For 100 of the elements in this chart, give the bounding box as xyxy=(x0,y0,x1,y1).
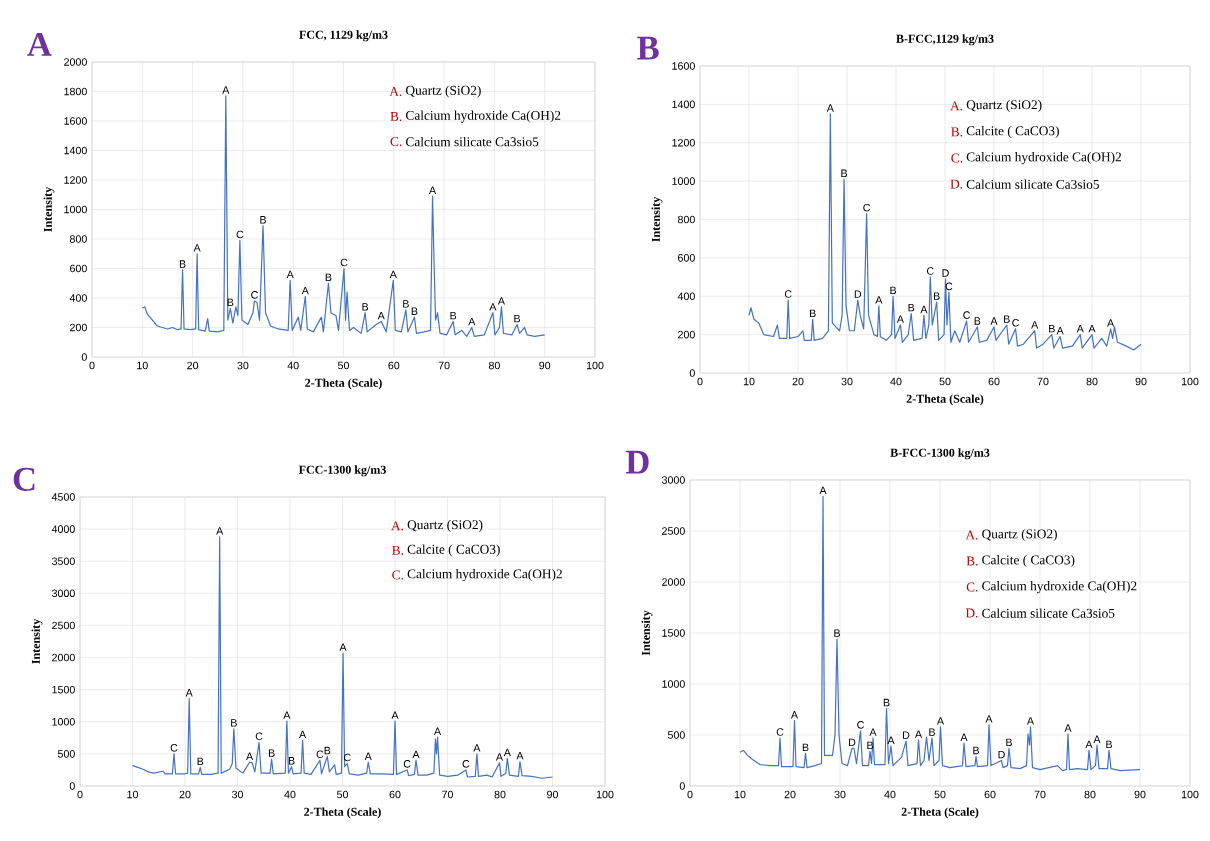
y-tick-label: 600 xyxy=(678,254,695,262)
y-tick-label: 2500 xyxy=(52,621,75,630)
y-tick-label: 2000 xyxy=(64,58,87,66)
x-tick-label: 60 xyxy=(388,361,400,370)
annotation: A xyxy=(990,317,998,325)
annotation: C xyxy=(255,732,263,741)
x-tick-label: 0 xyxy=(89,361,95,370)
annotation: B xyxy=(841,169,848,177)
annotation: D xyxy=(903,731,910,739)
y-tick-label: 1600 xyxy=(672,62,695,70)
annotation: B xyxy=(268,749,275,757)
annotation: A xyxy=(960,733,968,741)
y-tick-label: 1000 xyxy=(672,177,695,185)
y-tick-label: 1000 xyxy=(52,717,75,726)
annotation: C. xyxy=(951,153,963,163)
x-tick-label: 70 xyxy=(1034,790,1046,799)
annotation: B xyxy=(810,309,816,317)
text: B xyxy=(637,36,659,60)
x-tick-label: 70 xyxy=(442,790,454,799)
annotation: A xyxy=(301,286,309,295)
x-tick-label: 70 xyxy=(438,361,450,370)
text: C xyxy=(13,467,35,491)
x-tick-label: 90 xyxy=(547,790,559,799)
line-series xyxy=(739,495,1141,772)
y-tick-label: 1600 xyxy=(64,117,87,125)
y-tick-label: 800 xyxy=(69,235,87,243)
annotation: C xyxy=(403,760,411,768)
y-tick-label: 1000 xyxy=(64,205,87,214)
annotation: Quartz (SiO2) xyxy=(407,519,483,532)
annotation: B xyxy=(362,303,369,311)
annotation: D xyxy=(854,290,862,298)
annotation: A xyxy=(790,711,799,719)
x-tick-label: 20 xyxy=(784,790,796,799)
x-axis-title: 2-Theta (Scale) xyxy=(304,807,381,819)
annotation: A xyxy=(193,244,201,252)
y-axis-title: Intensity xyxy=(651,196,663,242)
annotation: B. xyxy=(951,127,963,137)
x-tick-label: 10 xyxy=(734,790,746,799)
x-tick-label: 100 xyxy=(1181,377,1199,386)
annotation: C xyxy=(863,203,871,212)
annotation: B. xyxy=(390,112,402,122)
annotation: C. xyxy=(966,582,978,592)
x-tick-label: 80 xyxy=(488,361,500,370)
annotation: Calcite ( CaCO3) xyxy=(407,544,500,557)
annotation: B xyxy=(260,216,267,224)
x-tick-label: 100 xyxy=(1181,790,1199,799)
y-tick-label: 3000 xyxy=(51,589,75,598)
annotation: B xyxy=(1004,315,1010,323)
y-tick-label: 600 xyxy=(70,264,87,273)
y-tick-label: 2500 xyxy=(662,527,685,535)
annotation: A xyxy=(246,752,254,760)
annotation: A. xyxy=(391,521,404,531)
x-tick-label: 60 xyxy=(984,790,996,799)
annotation: A. xyxy=(950,101,963,111)
y-tick-label: 200 xyxy=(678,330,695,339)
annotation: A xyxy=(914,730,923,738)
annotation: A xyxy=(489,303,497,311)
x-tick-label: 20 xyxy=(187,361,199,370)
x-tick-label: 60 xyxy=(988,377,1000,386)
annotation: B xyxy=(514,314,521,323)
annotation: B xyxy=(1106,740,1112,749)
annotation: A xyxy=(391,711,399,719)
y-axis-title: Intensity xyxy=(641,610,653,656)
x-tick-label: 0 xyxy=(697,377,703,386)
annotation: D xyxy=(942,269,949,277)
annotation: A xyxy=(283,711,291,719)
annotation: B xyxy=(802,743,809,752)
x-tick-label: 10 xyxy=(127,790,139,799)
y-tick-label: 1200 xyxy=(64,176,87,184)
chart-title: FCC, 1129 kg/m3 xyxy=(299,30,388,42)
annotation: Calcium silicate Ca3sio5 xyxy=(406,136,539,147)
x-tick-label: 60 xyxy=(389,790,401,799)
annotation: C xyxy=(316,750,324,759)
x-tick-label: 30 xyxy=(237,361,249,370)
annotation: A xyxy=(495,753,504,761)
annotation: A xyxy=(377,311,385,320)
annotation: Calcite ( CaCO3) xyxy=(982,555,1075,568)
x-tick-label: 30 xyxy=(841,377,853,386)
annotation: C xyxy=(170,744,178,752)
annotation: C xyxy=(462,760,470,768)
chart-title: FCC-1300 kg/m3 xyxy=(298,465,386,477)
annotation: C. xyxy=(390,137,402,147)
y-tick-label: 0 xyxy=(689,369,695,377)
annotation: B xyxy=(411,307,418,315)
annotation: A xyxy=(516,751,524,760)
annotation: B. xyxy=(392,545,404,555)
annotation: A xyxy=(875,296,883,304)
annotation: B xyxy=(929,728,935,736)
annotation: A. xyxy=(965,530,978,540)
annotation: D xyxy=(849,738,856,746)
annotation: A xyxy=(985,715,993,723)
x-tick-label: 50 xyxy=(934,790,946,799)
x-tick-label: 30 xyxy=(834,790,846,799)
x-tick-label: 90 xyxy=(1134,790,1146,799)
annotation: A xyxy=(1026,717,1035,725)
x-tick-label: 20 xyxy=(179,790,191,799)
x-tick-label: 40 xyxy=(884,790,896,799)
y-tick-label: 1400 xyxy=(64,146,87,155)
annotation: B xyxy=(1006,738,1012,746)
annotation: B xyxy=(908,303,915,312)
